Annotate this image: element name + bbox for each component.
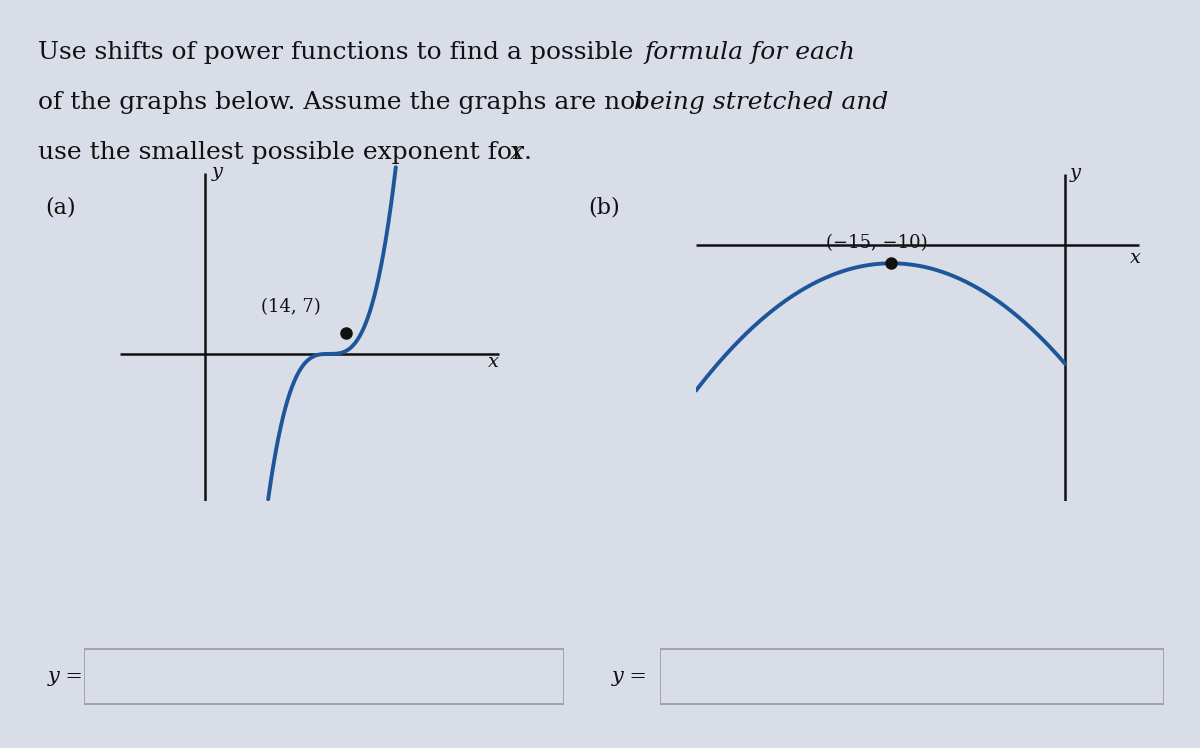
Text: Use shifts of power functions to find a possible: Use shifts of power functions to find a … bbox=[38, 41, 642, 64]
Text: x: x bbox=[510, 141, 524, 165]
Text: (−15, −10): (−15, −10) bbox=[827, 233, 928, 251]
Text: y =: y = bbox=[612, 666, 648, 686]
Text: being stretched and: being stretched and bbox=[634, 91, 888, 114]
Text: .: . bbox=[523, 141, 532, 165]
Text: of the graphs below. Assume the graphs are not: of the graphs below. Assume the graphs a… bbox=[38, 91, 654, 114]
Text: (b): (b) bbox=[588, 196, 619, 218]
Text: y: y bbox=[1069, 164, 1080, 182]
Text: y: y bbox=[211, 163, 223, 181]
Text: (a): (a) bbox=[46, 196, 77, 218]
Text: x: x bbox=[487, 352, 499, 370]
Text: x: x bbox=[1130, 249, 1141, 267]
Text: formula for each: formula for each bbox=[644, 41, 856, 64]
Text: use the smallest possible exponent for: use the smallest possible exponent for bbox=[38, 141, 533, 165]
Text: (14, 7): (14, 7) bbox=[262, 298, 322, 316]
Text: y =: y = bbox=[48, 666, 84, 686]
